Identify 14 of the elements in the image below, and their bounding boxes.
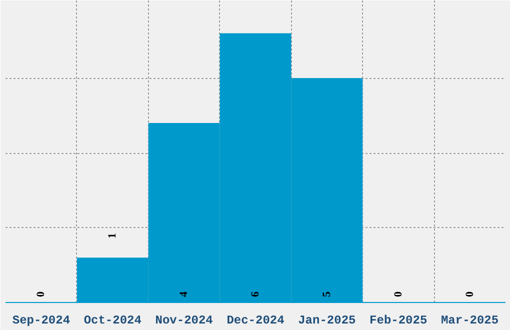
x-tick-label: Jan-2025	[298, 314, 356, 328]
data-label: 0	[392, 290, 404, 297]
data-label: 1	[106, 233, 119, 239]
x-tick-label: Oct-2024	[84, 314, 142, 328]
data-label: 0	[35, 290, 48, 297]
data-label: 0	[464, 290, 476, 297]
data-label: 6	[250, 290, 262, 297]
x-tick-label: Feb-2025	[370, 314, 428, 328]
x-tick-label: Dec-2024	[226, 314, 284, 328]
x-tick-label: Mar-2025	[440, 314, 499, 328]
x-tick-label: Sep-2024	[12, 314, 70, 328]
data-label: 4	[178, 290, 190, 297]
data-label: 5	[320, 290, 333, 297]
x-tick-label: Nov-2024	[155, 314, 213, 328]
